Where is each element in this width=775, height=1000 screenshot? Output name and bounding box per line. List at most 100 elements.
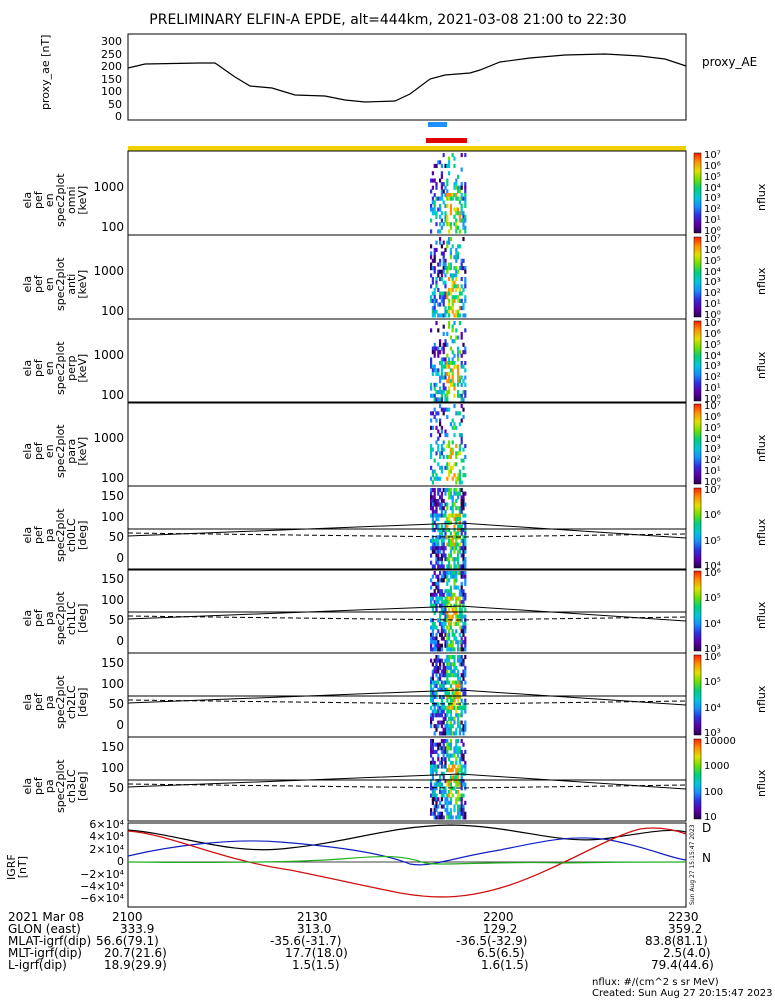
spec-cell bbox=[462, 214, 465, 219]
spec-cell bbox=[430, 600, 433, 605]
spec-cell bbox=[453, 611, 456, 616]
spec-cell bbox=[431, 760, 434, 765]
spec-cell bbox=[455, 684, 458, 689]
spec-cell bbox=[449, 574, 452, 579]
spec-cell bbox=[442, 200, 445, 205]
spec-cell bbox=[440, 578, 443, 583]
spec-cell bbox=[431, 393, 434, 398]
spec-panel-anti bbox=[127, 234, 702, 320]
spec-cell bbox=[440, 815, 443, 820]
spec-cell bbox=[439, 713, 442, 718]
spec-cell bbox=[453, 647, 456, 652]
spec-cell bbox=[435, 782, 438, 787]
spec-cell bbox=[460, 643, 463, 648]
spec-cell bbox=[457, 716, 460, 721]
spec-cell bbox=[448, 629, 451, 634]
spec-cell bbox=[446, 600, 449, 605]
spec-cell bbox=[464, 614, 467, 619]
spec-cell bbox=[440, 171, 443, 176]
spec-cell bbox=[433, 386, 436, 391]
spec-cell bbox=[451, 669, 454, 674]
spec-cell bbox=[449, 625, 452, 630]
cbar-tick-anti: 10⁷ bbox=[704, 234, 721, 245]
spec-cell bbox=[460, 262, 463, 267]
spec-cell bbox=[451, 546, 454, 551]
spec-cell bbox=[446, 800, 449, 805]
spec-cell bbox=[446, 782, 449, 787]
spec-cell bbox=[431, 618, 434, 623]
tick-ch3LC: 100 bbox=[101, 760, 124, 775]
spec-cell bbox=[444, 502, 447, 507]
spec-cell bbox=[455, 705, 458, 710]
spec-cell bbox=[455, 574, 458, 579]
spec-cell bbox=[448, 306, 451, 311]
spec-cell bbox=[442, 240, 445, 245]
spec-cell bbox=[451, 295, 454, 300]
spec-cell bbox=[464, 473, 467, 478]
spec-cell bbox=[444, 779, 447, 784]
spec-cell bbox=[462, 669, 465, 674]
spec-cell bbox=[451, 425, 454, 430]
spec-cell bbox=[460, 629, 463, 634]
spec-cell bbox=[462, 705, 465, 710]
spec-cell bbox=[437, 753, 440, 758]
spec-cell bbox=[457, 621, 460, 626]
spec-cell bbox=[446, 720, 449, 725]
spec-cell bbox=[430, 724, 433, 729]
spec-cell bbox=[458, 375, 461, 380]
spec-cell bbox=[448, 560, 451, 565]
spec-cell bbox=[453, 665, 456, 670]
spec-cell bbox=[435, 793, 438, 798]
spec-cell bbox=[446, 632, 449, 637]
spec-cell bbox=[464, 698, 467, 703]
spec-cell bbox=[433, 414, 436, 419]
spec-cell bbox=[458, 422, 461, 427]
spec-cell bbox=[440, 611, 443, 616]
cbar-tick-para: 10² bbox=[704, 455, 721, 467]
spec-cell bbox=[440, 797, 443, 802]
spec-cell bbox=[442, 603, 445, 608]
spec-cell bbox=[444, 313, 447, 318]
spec-cell bbox=[464, 328, 467, 333]
spec-cell bbox=[453, 557, 456, 562]
spec-cell bbox=[449, 596, 452, 601]
spec-cell bbox=[460, 684, 463, 689]
spec-cell bbox=[451, 357, 454, 362]
spec-cell bbox=[455, 491, 458, 496]
spec-cell bbox=[433, 513, 436, 518]
spec-cell bbox=[453, 313, 456, 318]
spec-cell bbox=[442, 280, 445, 285]
spec-cell bbox=[451, 698, 454, 703]
cbar-tick-omni: 10⁷ bbox=[704, 150, 721, 161]
spec-cell bbox=[449, 698, 452, 703]
spec-cell bbox=[433, 640, 436, 645]
spec-cell bbox=[455, 709, 458, 714]
spec-cell bbox=[446, 749, 449, 754]
spec-cell bbox=[430, 476, 433, 481]
spec-cell bbox=[453, 284, 456, 289]
spec-cell bbox=[437, 462, 440, 467]
spec-cell bbox=[433, 742, 436, 747]
spec-cell bbox=[449, 335, 452, 340]
spec-cell bbox=[444, 513, 447, 518]
spec-cell bbox=[431, 629, 434, 634]
spec-cell bbox=[451, 775, 454, 780]
spec-cell bbox=[442, 251, 445, 256]
spec-cell bbox=[442, 513, 445, 518]
spec-cell bbox=[448, 309, 451, 314]
spec-cell bbox=[464, 811, 467, 816]
spec-cell bbox=[451, 196, 454, 201]
spec-cell bbox=[446, 465, 449, 470]
spec-cell bbox=[442, 680, 445, 685]
spec-cell bbox=[462, 600, 465, 605]
spec-cell bbox=[446, 581, 449, 586]
spec-cell bbox=[439, 618, 442, 623]
spec-cell bbox=[448, 782, 451, 787]
spec-cell bbox=[462, 574, 465, 579]
spec-cell bbox=[435, 797, 438, 802]
spec-cell bbox=[464, 218, 467, 223]
spec-cell bbox=[430, 676, 433, 681]
spec-cell bbox=[448, 262, 451, 267]
spec-cell bbox=[440, 658, 443, 663]
spec-cell bbox=[437, 560, 440, 565]
